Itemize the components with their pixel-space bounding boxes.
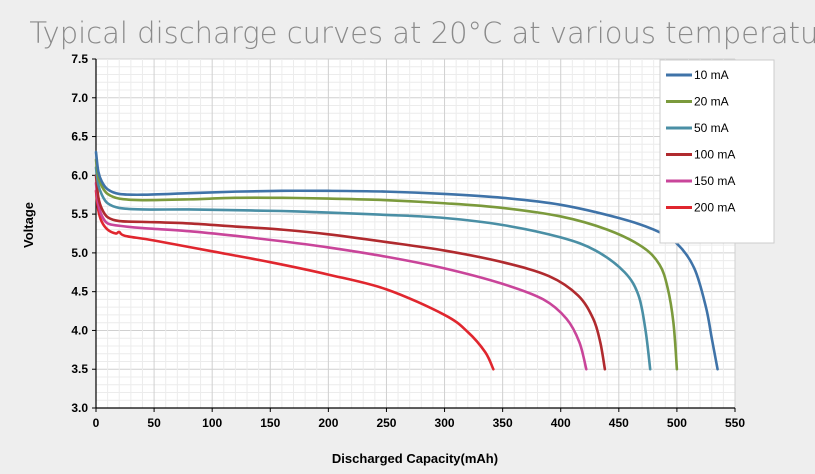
x-tick-label: 50 [147, 416, 161, 430]
y-tick-label: 4.0 [71, 323, 88, 337]
x-tick-label: 350 [493, 416, 513, 430]
series-line-200-ma [94, 189, 495, 371]
y-tick-label: 5.0 [71, 246, 88, 260]
y-tick-label: 4.5 [71, 285, 88, 299]
legend-label: 100 mA [694, 148, 735, 162]
x-tick-label: 200 [318, 416, 338, 430]
legend-label: 10 mA [694, 68, 729, 82]
y-tick-label: 7.0 [71, 91, 88, 105]
x-tick-label: 100 [202, 416, 222, 430]
series-line-100-ma [94, 174, 607, 371]
x-tick-label: 450 [609, 416, 629, 430]
x-tick-label: 250 [376, 416, 396, 430]
y-tick-label: 6.0 [71, 168, 88, 182]
x-axis-title: Discharged Capacity(mAh) [332, 451, 498, 466]
x-tick-label: 300 [435, 416, 455, 430]
series-line-50-ma [94, 166, 652, 371]
legend-box [659, 59, 775, 244]
y-tick-label: 3.5 [71, 362, 88, 376]
legend-label: 20 mA [694, 95, 729, 109]
legend: 10 mA 20 mA 50 mA 100 mA 150 mA 200 mA [659, 59, 775, 244]
series-line-20-ma [94, 158, 679, 371]
x-tick-labels: 0 50 100 150 200 250 300 350 400 450 500 550 [93, 408, 745, 430]
x-tick-label: 500 [667, 416, 687, 430]
y-tick-label: 6.5 [71, 130, 88, 144]
series-line-150-ma [94, 181, 588, 371]
axes [95, 59, 735, 409]
plot-area [96, 59, 735, 408]
legend-label: 150 mA [694, 174, 735, 188]
y-tick-label: 7.5 [71, 52, 88, 66]
y-tick-labels: 3.0 3.5 4.0 4.5 5.0 5.5 6.0 6.5 7.0 7.5 [71, 52, 96, 415]
y-tick-label: 3.0 [71, 401, 88, 415]
x-tick-label: 550 [725, 416, 745, 430]
legend-label: 200 mA [694, 201, 735, 215]
y-tick-label: 5.5 [71, 207, 88, 221]
y-axis-title: Voltage [21, 202, 36, 248]
x-tick-label: 0 [93, 416, 100, 430]
chart-title: Typical discharge curves at 20°C at vari… [29, 16, 815, 50]
series-lines [94, 150, 719, 371]
x-tick-label: 150 [260, 416, 280, 430]
legend-label: 50 mA [694, 121, 729, 135]
series-line-10-ma [94, 150, 719, 371]
x-tick-label: 400 [551, 416, 571, 430]
